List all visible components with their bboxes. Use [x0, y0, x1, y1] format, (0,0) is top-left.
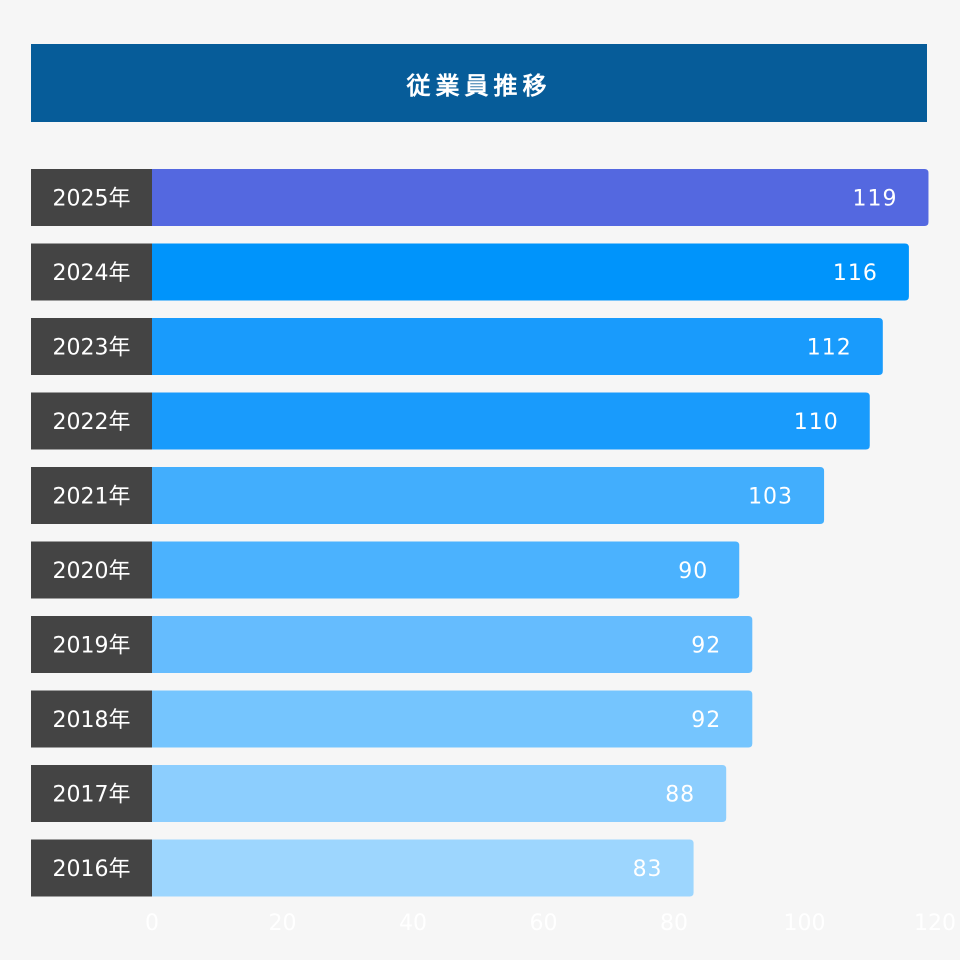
category-label: 2020年 [53, 559, 131, 584]
category-label: 2025年 [53, 187, 131, 212]
bar-value-label: 112 [807, 336, 852, 361]
bar-value-label: 116 [833, 261, 878, 286]
bar [152, 765, 727, 822]
category-label-bg [31, 243, 152, 301]
bar-value-label: 119 [852, 187, 897, 212]
chart-title-bar: 従業員推移 [31, 44, 927, 122]
category-label-bg [31, 392, 152, 450]
category-label: 2021年 [53, 485, 131, 510]
bar [152, 467, 825, 524]
bar [152, 541, 740, 599]
category-label-bg [31, 616, 152, 673]
bar-value-label: 83 [633, 857, 663, 882]
bar-value-label: 92 [691, 708, 721, 733]
category-label-bg [31, 690, 152, 748]
category-label-bg [31, 541, 152, 599]
x-tick-label: 40 [399, 911, 427, 936]
bar-value-label: 88 [665, 783, 695, 808]
x-tick-label: 120 [914, 911, 956, 936]
bar [152, 839, 694, 897]
category-label: 2016年 [53, 857, 131, 882]
category-label-bg [31, 839, 152, 897]
bar-value-label: 103 [748, 485, 793, 510]
bar-value-label: 110 [794, 410, 839, 435]
x-tick-label: 100 [784, 911, 826, 936]
x-tick-label: 20 [269, 911, 297, 936]
bar [152, 243, 909, 301]
category-label: 2017年 [53, 783, 131, 808]
category-label-bg [31, 765, 152, 822]
category-label: 2023年 [53, 336, 131, 361]
bar-value-label: 90 [678, 559, 708, 584]
category-label: 2024年 [53, 261, 131, 286]
bar [152, 169, 929, 226]
bar [152, 318, 883, 375]
bar [152, 392, 870, 450]
category-label-bg [31, 467, 152, 524]
x-tick-label: 0 [145, 911, 159, 936]
bar-value-label: 92 [691, 634, 721, 659]
chart-title: 従業員推移 [406, 71, 552, 100]
x-tick-label: 80 [660, 911, 688, 936]
bar [152, 690, 753, 748]
category-label: 2022年 [53, 410, 131, 435]
category-label: 2018年 [53, 708, 131, 733]
category-label: 2019年 [53, 634, 131, 659]
x-tick-label: 60 [530, 911, 558, 936]
bar [152, 616, 753, 673]
category-label-bg [31, 169, 152, 226]
category-label-bg [31, 318, 152, 375]
